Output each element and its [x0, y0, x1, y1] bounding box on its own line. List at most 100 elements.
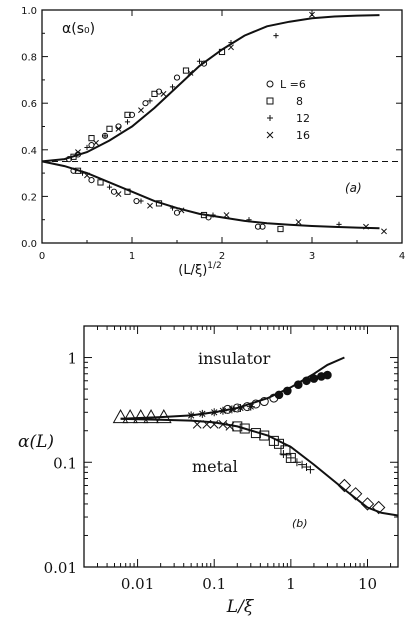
panel-b-point-filled-circle — [302, 376, 311, 386]
panel-b-point-triangle — [143, 409, 159, 424]
panel-a-point-L8 — [277, 225, 284, 233]
panel-a-point-L16 — [187, 69, 194, 76]
panel-a-points-group — [65, 11, 387, 235]
panel-a-curve-1 — [41, 14, 380, 163]
panel-a-y-tick-label: 0.4 — [21, 146, 37, 157]
panel-b-x-tick-label: 0.1 — [202, 575, 226, 593]
panel-a-point-L8 — [124, 111, 131, 118]
panel-b-point-square — [268, 435, 279, 446]
panel-a-point-L6 — [133, 197, 140, 205]
panel-a-x-tick-label: 3 — [309, 251, 315, 262]
panel-a-point-L6 — [254, 223, 262, 230]
panel-a-point-L16 — [228, 44, 234, 51]
panel-a-point-L12 — [138, 198, 144, 204]
panel-b-ticks-group: 0.01 0.1 1 10 1 0.1 0.01 — [44, 325, 398, 593]
panel-a-point-L8 — [218, 48, 226, 56]
panel-b-point-cross — [202, 420, 212, 429]
panel-b-point-cross — [192, 420, 202, 429]
panel-a-y-tick-label: 1.0 — [21, 6, 37, 17]
panel-a-point-L6 — [200, 60, 208, 67]
panel-a-y-tick-label: 0.8 — [21, 53, 37, 64]
panel-a-curves-group — [41, 14, 380, 230]
panel-b-point-triangle — [132, 409, 149, 424]
panel-a-point-L8 — [106, 125, 113, 132]
panel-b-y-tick-label: 0.01 — [44, 559, 77, 577]
panel-b-point-square — [273, 438, 284, 449]
panel-b-point-diamond — [337, 478, 352, 493]
panel-a-frame — [41, 9, 403, 244]
panel-a-point-L16 — [178, 207, 185, 214]
panel-a-point-L12 — [210, 212, 216, 218]
panel-a-point-L8 — [70, 153, 77, 160]
panel-b-point-plus — [306, 465, 315, 474]
panel-a-y-tick-label: 0.0 — [21, 239, 37, 250]
panel-a-point-L6 — [88, 176, 95, 184]
panel-b-point-square — [250, 428, 261, 439]
panel-a-legend-label: 12 — [296, 112, 310, 125]
panel-b-point-triangle — [122, 409, 138, 424]
panel-a-point-L16 — [115, 125, 122, 132]
panel-a-y-tick-label: 0.2 — [21, 192, 37, 203]
panel-b-frame — [83, 325, 399, 568]
panel-b-point-cross — [209, 420, 219, 429]
panel-b-point-plus — [286, 453, 295, 462]
panel-a-point-L12 — [273, 33, 279, 39]
panel-a-point-L16 — [381, 228, 387, 235]
panel-b-point-circle — [259, 397, 269, 407]
panel-a-point-L8 — [88, 135, 95, 142]
panel-a-x-axis-label: (L/ξ)1/2 — [178, 261, 222, 278]
panel-b-chart: 0.01 0.1 1 10 1 0.1 0.01 α(L) L/ξ insulator me… — [18, 325, 399, 617]
panel-b-x-axis-label: L/ξ — [226, 597, 255, 617]
panel-a-point-L8 — [155, 200, 163, 207]
panel-a-legend-marker-circle — [266, 80, 274, 88]
panel-b-metal-label: metal — [192, 457, 238, 476]
panel-b-label: (b) — [292, 517, 308, 530]
panel-b-point-square — [280, 445, 291, 456]
panel-a-point-L16 — [138, 107, 144, 114]
panel-b-x-tick-label: 0.01 — [121, 575, 154, 593]
panel-a-point-L6 — [128, 111, 136, 118]
panel-b-point-plus — [298, 460, 307, 469]
panel-a-y-axis-label: α(s₀) — [62, 21, 95, 37]
panel-b-insulator-label: insulator — [198, 349, 271, 368]
panel-b-point-square — [239, 423, 250, 434]
panel-a-point-L6 — [259, 223, 266, 230]
panel-a-point-L12 — [124, 119, 131, 125]
panel-a-y-tick-label: 0.6 — [21, 99, 37, 110]
panel-a-legend-marker-square — [266, 97, 274, 105]
panel-a-point-L16 — [84, 172, 90, 179]
panel-a-legend-label: 16 — [296, 129, 310, 142]
panel-a-point-L16 — [363, 223, 369, 230]
panel-b-point-filled-circle — [309, 374, 319, 383]
panel-b-point-cross — [218, 420, 228, 429]
panel-a-legend-label: L =6 — [280, 78, 306, 91]
panel-b-point-circle — [251, 399, 261, 409]
panel-a-point-L12 — [336, 221, 342, 227]
panel-a-point-L16 — [93, 139, 99, 146]
panel-b-point-star — [218, 406, 227, 415]
panel-b-point-star — [198, 409, 207, 418]
panel-b-point-circle — [223, 404, 233, 414]
panel-a-point-L6 — [173, 74, 181, 81]
panel-a-point-L12 — [169, 84, 176, 90]
panel-b-y-axis-label: α(L) — [18, 432, 54, 452]
panel-b-point-diamond — [348, 487, 363, 501]
panel-b-point-filled-circle — [323, 370, 332, 380]
panel-a-point-L6 — [142, 100, 149, 107]
panel-b-curve-1 — [120, 356, 345, 420]
panel-a-legend-marker-plus — [267, 115, 273, 121]
panel-b-point-star — [236, 403, 245, 412]
panel-a-point-L16 — [295, 219, 302, 225]
panel-b-point-filled-circle — [283, 386, 292, 396]
panel-a-point-L12 — [102, 133, 108, 139]
panel-b-x-tick-label: 10 — [358, 575, 377, 593]
panel-a-legend: L =6 8 12 16 — [266, 78, 310, 142]
panel-a-point-L8 — [74, 167, 82, 174]
panel-b-point-square — [259, 430, 270, 441]
panel-b-points-group — [112, 370, 386, 515]
panel-b-point-star — [210, 408, 219, 417]
panel-b-point-plus — [279, 449, 288, 458]
panel-b-point-plus — [292, 458, 301, 467]
panel-b-point-circle — [232, 403, 242, 413]
panel-a-legend-label: 8 — [296, 95, 303, 108]
